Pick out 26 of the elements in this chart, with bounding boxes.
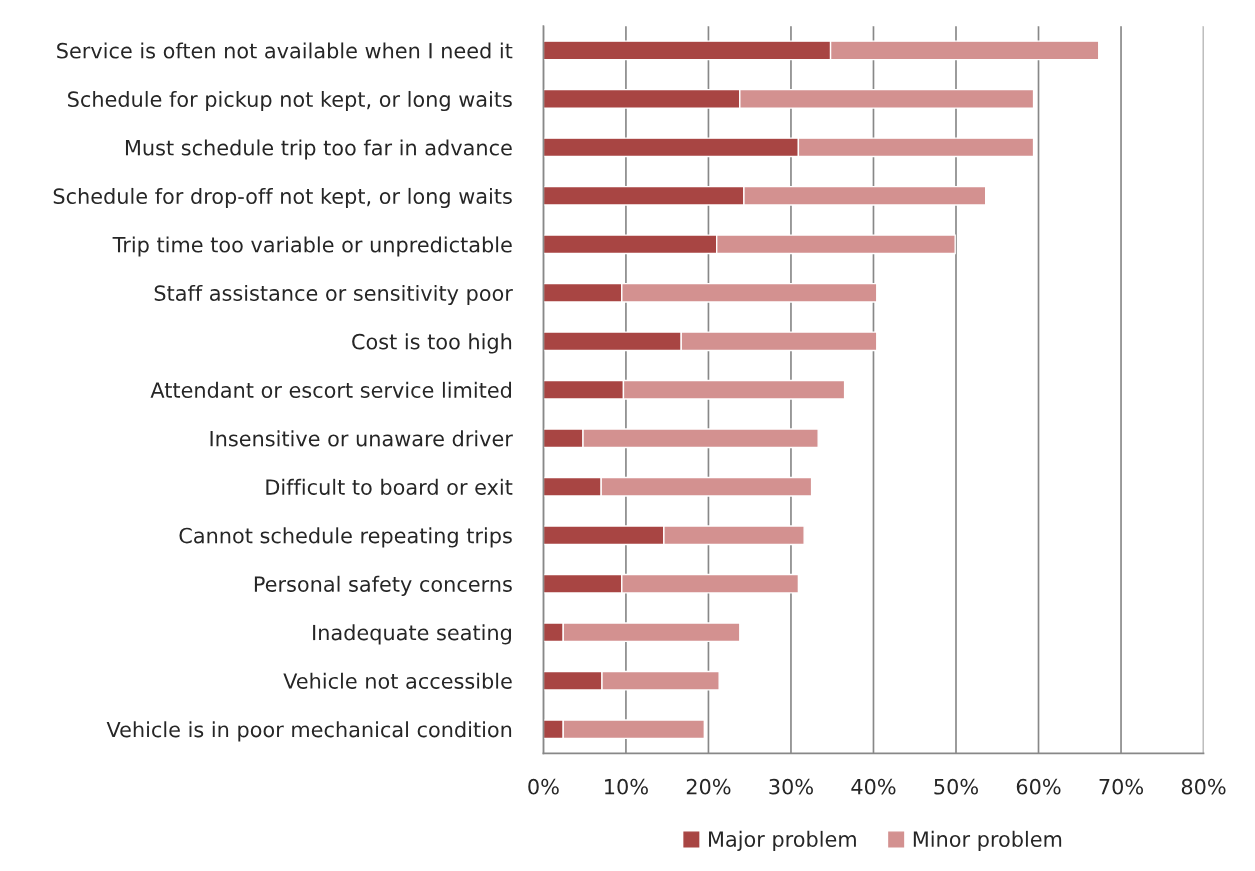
y-tick-label: Cost is too high <box>352 333 512 354</box>
y-tick-label: Schedule for pickup not kept, or long waits <box>68 90 512 112</box>
y-tick-label: Vehicle not accessible <box>283 672 512 689</box>
x-tick-label: 50% <box>934 778 978 795</box>
y-tick-label: Difficult to board or exit <box>266 478 513 495</box>
x-tick-label: 10% <box>605 778 648 795</box>
x-tick-label: 30% <box>769 778 813 795</box>
y-tick-label: Inadequate seating <box>313 624 511 645</box>
y-tick-label: Attendant or escort service limited <box>150 381 511 398</box>
y-tick-label: Cannot schedule repeating trips <box>179 527 512 548</box>
legend-label: Minor problem <box>913 830 1062 852</box>
y-tick-label: Insensitive or unaware driver <box>210 430 513 447</box>
x-tick-label: 60% <box>1016 778 1061 795</box>
x-tick-label: 40% <box>851 778 896 795</box>
y-tick-label: Service is often not available when I need it <box>57 42 513 59</box>
y-tick-label: Must schedule trip too far in advance <box>125 139 512 160</box>
legend-label: Major problem <box>709 830 856 852</box>
y-tick-label: Trip time too variable or unpredictable <box>112 236 512 257</box>
x-tick-label: 80% <box>1181 778 1226 795</box>
y-tick-label: Schedule for drop-off not kept, or long waits <box>53 187 512 209</box>
y-tick-label: Staff assistance or sensitivity poor <box>154 284 513 306</box>
x-tick-label: 70% <box>1099 778 1144 795</box>
x-tick-label: 20% <box>686 778 731 795</box>
y-tick-label: Personal safety concerns <box>254 575 512 596</box>
y-tick-label: Vehicle is in poor mechanical condition <box>106 721 512 742</box>
x-tick-label: 0% <box>528 778 559 795</box>
